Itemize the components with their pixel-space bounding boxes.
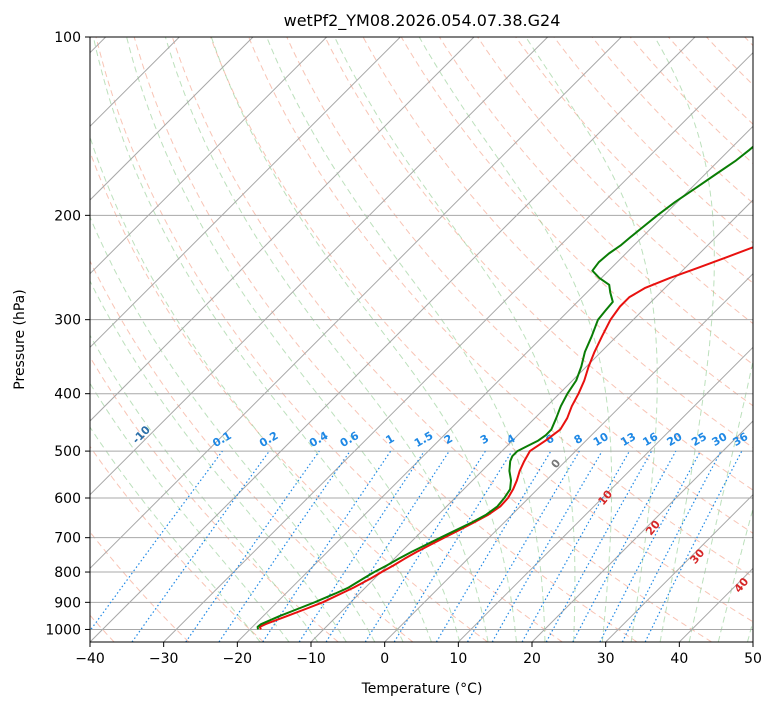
moist-adiabat [688, 358, 753, 642]
moist-adiabat [164, 37, 489, 642]
y-tick-label: 100 [54, 30, 81, 46]
moist-adiabat [90, 215, 376, 642]
isotherm [531, 420, 753, 642]
x-tick-label: 0 [380, 651, 389, 667]
moist-adiabat [90, 135, 404, 642]
x-axis: −40 −30 −20 −10 0 10 20 30 40 50 [75, 642, 762, 667]
isotherm [90, 37, 401, 349]
y-tick-label: 600 [54, 491, 81, 507]
background-lines [90, 37, 753, 642]
y-tick-label: 500 [54, 444, 81, 460]
isotherm [90, 37, 696, 642]
x-tick-label: −20 [223, 651, 253, 667]
moist-adiabat [334, 37, 576, 642]
moist-adiabat [266, 37, 546, 642]
moist-adiabat [717, 506, 753, 642]
x-axis-label: Temperature (°C) [361, 681, 483, 697]
dry-adiabat [171, 37, 712, 642]
moist-adiabat [90, 334, 319, 642]
y-axis-label: Pressure (hPa) [12, 289, 28, 389]
y-tick-label: 300 [54, 313, 81, 329]
isotherm [605, 493, 753, 642]
x-tick-label: −40 [75, 651, 105, 667]
dry-adiabat [210, 37, 753, 623]
x-tick-label: 30 [597, 651, 615, 667]
dewpoint-line [256, 145, 753, 630]
moist-adiabat [126, 37, 461, 642]
y-tick-label: 900 [54, 595, 81, 611]
y-tick-label: 1000 [45, 622, 81, 638]
y-tick-label: 200 [54, 208, 81, 224]
isotherm [90, 37, 549, 496]
dry-adiabat [95, 37, 563, 642]
y-axis: 100 200 300 400 500 600 700 800 900 1000 [45, 30, 90, 638]
mixing-ratio-line [545, 450, 653, 642]
y-tick-label: 700 [54, 531, 81, 547]
mixing-ratio-line [572, 450, 677, 642]
mixing-ratio-line [644, 450, 743, 642]
x-tick-label: 20 [523, 651, 541, 667]
dry-adiabat [90, 356, 339, 642]
mixing-ratio-line [185, 450, 320, 642]
isotherm [90, 37, 254, 201]
isotherm [384, 272, 753, 642]
mixing-ratio-line [393, 450, 513, 642]
isotherm [310, 199, 753, 642]
moist-adiabat [210, 37, 517, 642]
mixing-ratio-line [521, 450, 631, 642]
y-tick-label: 800 [54, 565, 81, 581]
dry-adiabat [90, 445, 264, 642]
x-tick-label: 10 [449, 651, 467, 667]
dry-adiabat [286, 37, 753, 534]
dry-adiabat [90, 259, 414, 642]
mixing-ratio-line [218, 450, 351, 642]
isotherm [236, 125, 753, 642]
temperature-line [258, 246, 753, 630]
moist-adiabat [418, 37, 613, 642]
moist-adiabat [90, 382, 290, 642]
chart-title: wetPf2_YM08.2026.054.07.38.G24 [284, 11, 561, 31]
isotherm [457, 346, 753, 642]
isotherm [90, 37, 475, 422]
moist-adiabat [92, 37, 432, 642]
mixing-ratio-line [325, 450, 450, 642]
x-tick-label: 50 [744, 651, 762, 667]
moist-adiabat [90, 426, 261, 642]
series-layer [256, 145, 753, 630]
dry-adiabat [515, 37, 753, 284]
moist-adiabat [654, 37, 715, 642]
plot-frame [89, 36, 754, 643]
isotherm [90, 37, 622, 570]
isotherm [163, 51, 753, 642]
dry-adiabat [324, 37, 753, 491]
x-tick-label: −30 [149, 651, 179, 667]
isotherm [90, 37, 328, 275]
mixing-ratio-line [131, 450, 270, 642]
x-tick-label: 40 [670, 651, 688, 667]
moist-adiabat [525, 37, 658, 642]
dry-adiabat [248, 37, 753, 578]
mixing-ratio-line [298, 450, 425, 642]
mixing-ratio-line [90, 450, 223, 632]
y-tick-label: 400 [54, 387, 81, 403]
x-tick-label: −10 [296, 651, 326, 667]
